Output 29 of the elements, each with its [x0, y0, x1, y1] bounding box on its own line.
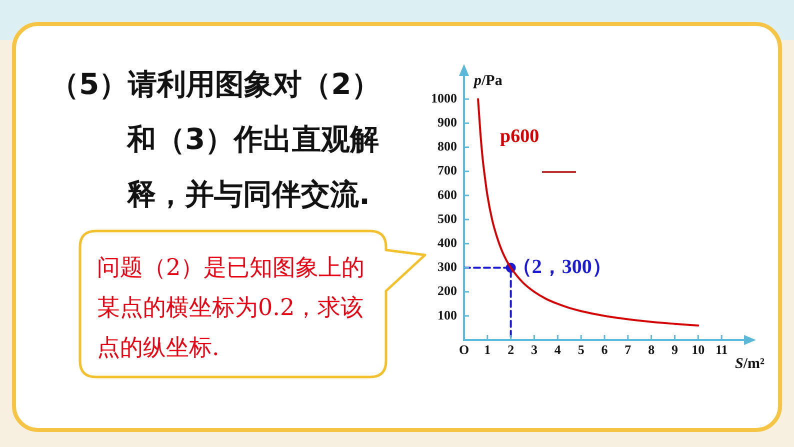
y-axis-title: p/Pa — [472, 72, 503, 89]
series-label: p600 — [500, 126, 540, 147]
x-tick-label: 6 — [601, 342, 608, 358]
x-tick-label: 4 — [554, 342, 562, 358]
y-tick-label: 800 — [438, 138, 457, 154]
x-tick-label: 3 — [531, 342, 538, 358]
x-tick-label: 1 — [484, 342, 491, 358]
x-axis-title: S/m² — [735, 356, 766, 372]
text: （5）请利用图象对（2）和（3）作出直观解释，并与同伴交流. — [50, 66, 382, 213]
text: 问题（2）是已知图象上的某点的横坐标为0.2，求该点的纵坐标. — [97, 254, 366, 363]
x-tick-label: O — [458, 342, 470, 358]
y-tick-label: 200 — [438, 283, 457, 298]
x-tick-label: 11 — [715, 342, 728, 358]
y-tick-label: 600 — [438, 186, 457, 202]
annotation: （2，300） — [512, 256, 612, 278]
x-tick-label: 10 — [692, 342, 705, 358]
y-tick-label: 700 — [438, 162, 457, 178]
x-tick-label: 2 — [508, 342, 514, 358]
x-tick-label: 5 — [578, 342, 585, 358]
x-tick-label: 9 — [672, 342, 678, 358]
y-tick-label: 1000 — [431, 90, 457, 106]
x-tick-label: 8 — [648, 342, 656, 358]
y-tick-label: 500 — [438, 210, 457, 226]
y-tick-label: 400 — [438, 234, 457, 250]
y-tick-label: 100 — [438, 307, 457, 322]
x-tick-label: 7 — [624, 342, 632, 358]
line-series — [477, 98, 700, 327]
y-tick-label: 900 — [438, 114, 457, 130]
y-tick-label: 300 — [438, 259, 457, 274]
